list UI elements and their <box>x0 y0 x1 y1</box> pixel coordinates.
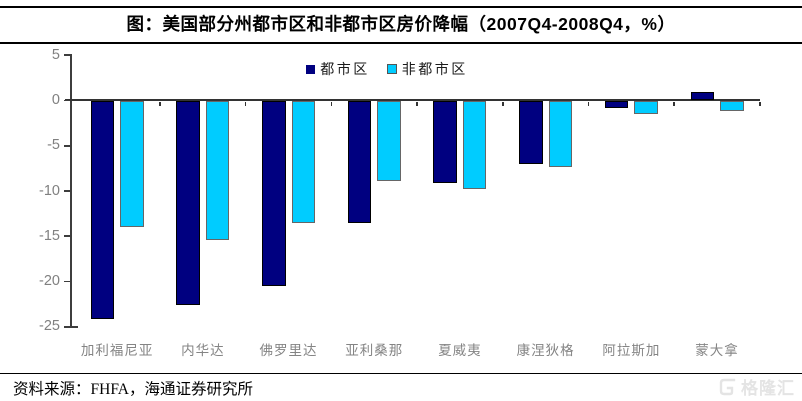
legend-label-nonmetro: 非都市区 <box>401 63 468 78</box>
x-axis-tick <box>330 101 333 107</box>
bar-nonmetro-夏威夷 <box>462 101 487 190</box>
y-axis-tick <box>64 235 71 238</box>
source-note: 资料来源：FHFA，海通证券研究所 <box>13 381 253 398</box>
x-axis-label: 内华达 <box>181 343 225 358</box>
y-axis-tick <box>64 325 71 328</box>
x-axis-label: 夏威夷 <box>438 343 482 358</box>
x-axis-tick <box>587 101 590 107</box>
y-axis-tick <box>64 280 71 283</box>
x-axis-tick <box>416 101 418 107</box>
y-axis-label: -5 <box>47 137 60 154</box>
bar-nonmetro-蒙大拿 <box>720 101 744 112</box>
y-axis-label: -10 <box>39 182 60 199</box>
x-axis-line <box>64 99 760 102</box>
y-axis-tick <box>64 99 71 102</box>
chart-title: 图：美国部分州都市区和非都市区房价降幅（2007Q4-2008Q4，%） <box>126 14 676 34</box>
legend-swatch-metro <box>306 64 316 74</box>
watermark: 格隆汇 <box>718 374 795 399</box>
bar-metro-蒙大拿 <box>690 92 715 100</box>
bar-nonmetro-亚利桑那 <box>377 101 401 181</box>
x-axis-tick <box>502 101 504 107</box>
bar-metro-夏威夷 <box>433 101 457 183</box>
legend: 都市区 非都市区 <box>0 59 788 79</box>
x-axis-label: 佛罗里达 <box>259 343 318 358</box>
top-rule <box>0 6 802 9</box>
source-rule <box>0 372 802 374</box>
bar-nonmetro-加利福尼亚 <box>120 101 144 228</box>
bar-metro-阿拉斯加 <box>604 101 629 108</box>
y-axis-label: 0 <box>51 92 60 108</box>
y-axis-tick <box>64 144 71 147</box>
legend-item-metro: 都市区 <box>306 59 370 79</box>
title-rule <box>0 42 802 44</box>
bar-metro-内华达 <box>176 101 200 305</box>
bar-nonmetro-内华达 <box>205 101 230 240</box>
bar-nonmetro-阿拉斯加 <box>634 101 658 114</box>
x-axis-label: 阿拉斯加 <box>602 343 661 358</box>
x-axis-label: 康涅狄格 <box>516 343 575 358</box>
legend-swatch-nonmetro <box>386 64 397 74</box>
y-axis-tick <box>64 190 71 192</box>
y-axis-tick <box>64 54 71 57</box>
y-axis-label: -15 <box>39 227 60 244</box>
gelonghui-logo-icon <box>719 378 736 395</box>
x-axis-tick <box>159 101 161 107</box>
watermark-text: 格隆汇 <box>741 379 795 398</box>
y-axis-label: -25 <box>39 318 60 335</box>
y-axis-label: -20 <box>39 273 60 289</box>
bar-metro-加利福尼亚 <box>90 101 115 320</box>
x-axis-label: 亚利桑那 <box>345 343 404 358</box>
legend-item-nonmetro: 非都市区 <box>386 59 468 79</box>
x-axis-label: 加利福尼亚 <box>80 343 154 358</box>
bar-metro-康涅狄格 <box>519 101 543 164</box>
y-axis-line <box>70 54 72 328</box>
y-axis-foot <box>70 326 79 328</box>
y-axis-label: 5 <box>51 46 60 63</box>
x-axis-tick <box>673 101 675 107</box>
legend-label-metro: 都市区 <box>320 63 370 78</box>
x-axis-tick <box>244 101 247 107</box>
x-axis-tick <box>759 101 761 107</box>
bar-metro-亚利桑那 <box>347 101 372 224</box>
bar-nonmetro-康涅狄格 <box>548 101 573 168</box>
x-axis-label: 蒙大拿 <box>695 343 739 358</box>
bar-metro-佛罗里达 <box>262 101 286 286</box>
bar-nonmetro-佛罗里达 <box>291 101 316 224</box>
